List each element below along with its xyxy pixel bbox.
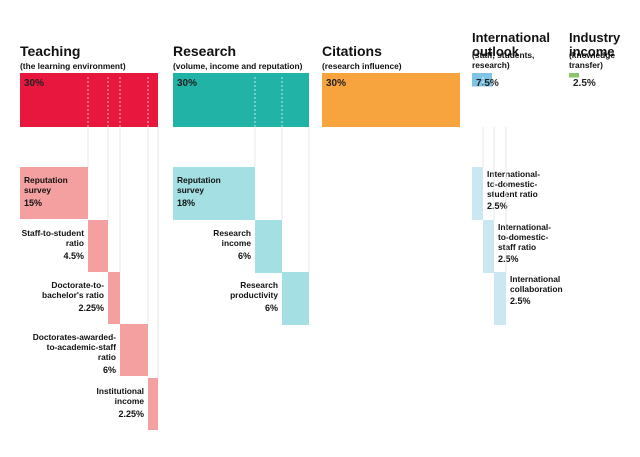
category-title: International	[472, 30, 550, 45]
component-label: Research	[213, 228, 251, 238]
component-bar	[88, 220, 108, 272]
component-label: income	[115, 396, 145, 406]
component-label: productivity	[230, 290, 278, 300]
category-value: 30%	[177, 78, 197, 89]
category-subtitle: transfer)	[569, 60, 603, 70]
component-label: staff ratio	[498, 242, 536, 252]
component-label: International-	[498, 222, 551, 232]
category-value: 2.5%	[573, 78, 596, 89]
category-title: Industry	[569, 30, 621, 45]
component-label: to-domestic-	[498, 232, 548, 242]
component-label: ratio	[66, 238, 84, 248]
component-bar	[173, 167, 255, 220]
category-bar	[569, 73, 579, 78]
component-value: 6%	[238, 251, 251, 261]
component-value: 2.5%	[487, 201, 508, 211]
component-bar	[282, 272, 309, 325]
component-value: 6%	[103, 365, 116, 375]
component-value: 2.25%	[118, 409, 144, 419]
component-label: to-academic-staff	[47, 342, 117, 352]
component-label: student ratio	[487, 189, 538, 199]
category-subtitle: (knowledge	[569, 50, 615, 60]
component-bar	[120, 324, 148, 376]
category-title: outlook	[472, 44, 520, 59]
category-bar	[472, 73, 492, 87]
component-value: 6%	[265, 303, 278, 313]
component-value: 15%	[24, 198, 42, 208]
component-label: Doctorate-to-	[51, 280, 104, 290]
component-label: International	[510, 274, 560, 284]
component-value: 4.5%	[63, 251, 84, 261]
component-value: 2.25%	[78, 303, 104, 313]
component-label: Reputation	[24, 175, 68, 185]
component-label: survey	[177, 185, 204, 195]
component-label: Institutional	[97, 386, 144, 396]
category-value: 7.5%	[476, 78, 499, 89]
category-bar	[173, 73, 309, 127]
category-subtitle: research)	[472, 60, 510, 70]
component-label: survey	[24, 185, 51, 195]
component-label: Reputation	[177, 175, 221, 185]
component-value: 2.5%	[510, 296, 531, 306]
component-value: 2.5%	[498, 254, 519, 264]
component-label: Staff-to-student	[22, 228, 85, 238]
component-label: Research	[240, 280, 278, 290]
category-title: income	[569, 44, 615, 59]
component-bar	[494, 272, 506, 325]
component-bar	[472, 167, 483, 220]
component-value: 18%	[177, 198, 195, 208]
category-subtitle: (staff, students,	[472, 50, 534, 60]
category-bar	[20, 73, 158, 127]
category-value: 30%	[326, 78, 346, 89]
component-label: collaboration	[510, 284, 563, 294]
category-subtitle: (volume, income and reputation)	[173, 61, 303, 71]
category-title: Citations	[322, 43, 382, 59]
component-label: ratio	[98, 352, 116, 362]
category-title: Teaching	[20, 43, 80, 59]
component-label: bachelor's ratio	[42, 290, 104, 300]
component-bar	[255, 220, 282, 273]
component-bar	[20, 167, 88, 219]
component-label: to-domestic-	[487, 179, 537, 189]
category-value: 30%	[24, 78, 44, 89]
category-bar	[322, 73, 460, 127]
component-label: income	[222, 238, 252, 248]
component-bar	[483, 220, 494, 273]
category-subtitle: (the learning environment)	[20, 61, 126, 71]
component-label: Doctorates-awarded-	[33, 332, 117, 342]
component-bar	[108, 272, 120, 324]
component-label: International-	[487, 169, 540, 179]
category-subtitle: (research influence)	[322, 61, 402, 71]
category-title: Research	[173, 43, 236, 59]
component-bar	[148, 378, 158, 430]
